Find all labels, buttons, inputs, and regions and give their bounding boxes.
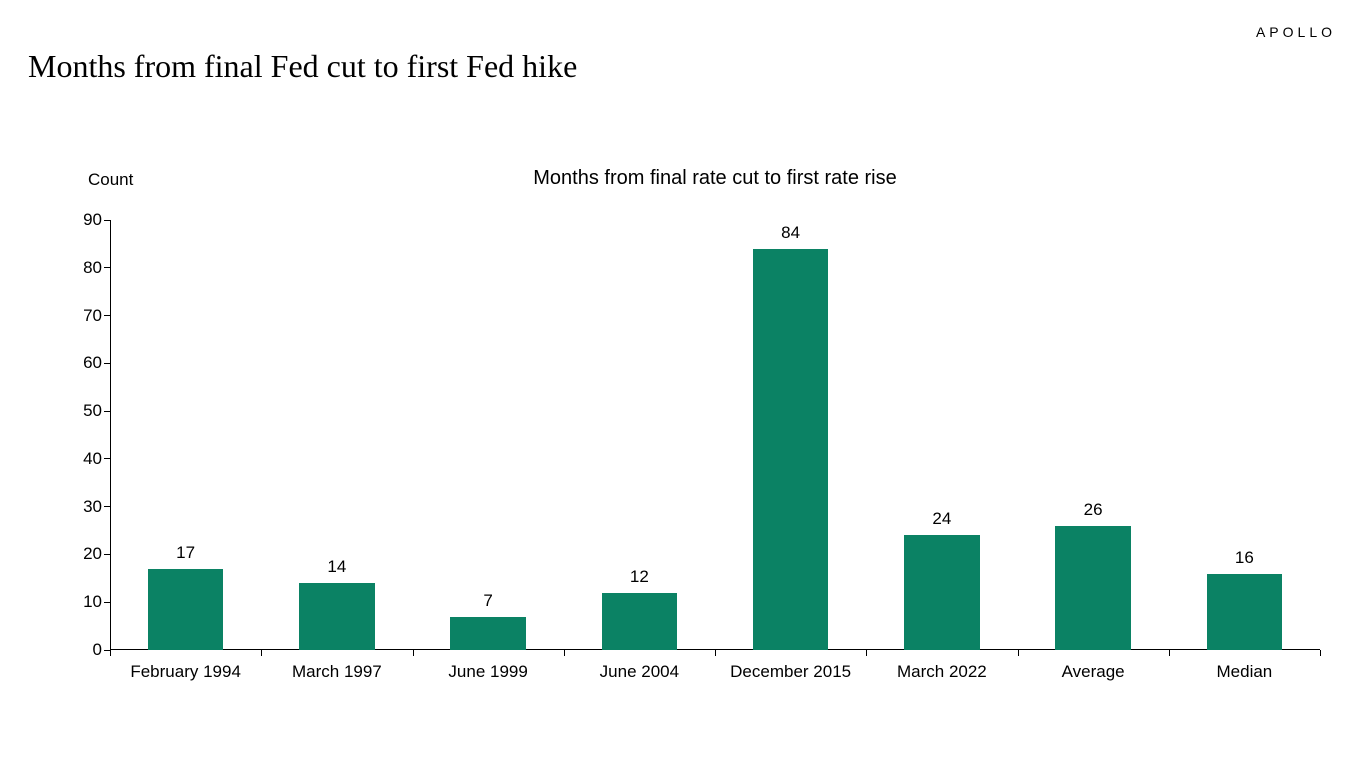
y-tick-label: 60 <box>83 353 102 373</box>
x-tick-mark <box>866 650 867 656</box>
bar-value-label: 17 <box>176 543 195 563</box>
bar: 84 <box>753 249 829 650</box>
y-tick-label: 90 <box>83 210 102 230</box>
y-tick-label: 50 <box>83 401 102 421</box>
y-tick-mark <box>104 411 110 412</box>
x-axis-label: Median <box>1216 662 1272 682</box>
x-tick-mark <box>564 650 565 656</box>
plot-area: 010203040506070809017February 199414Marc… <box>110 220 1320 650</box>
x-axis-label: December 2015 <box>730 662 851 682</box>
bar-chart: 010203040506070809017February 199414Marc… <box>110 220 1320 650</box>
bar: 12 <box>602 593 678 650</box>
x-tick-mark <box>413 650 414 656</box>
bar-value-label: 12 <box>630 567 649 587</box>
x-axis-label: February 1994 <box>130 662 241 682</box>
bar-value-label: 14 <box>327 557 346 577</box>
y-tick-label: 20 <box>83 544 102 564</box>
y-axis <box>110 220 111 650</box>
x-tick-mark <box>1320 650 1321 656</box>
bar-value-label: 26 <box>1084 500 1103 520</box>
bar: 7 <box>450 617 526 650</box>
y-tick-mark <box>104 506 110 507</box>
page-root: APOLLO Months from final Fed cut to firs… <box>0 0 1366 768</box>
x-tick-mark <box>261 650 262 656</box>
brand-logo: APOLLO <box>1256 24 1336 40</box>
x-axis-label: Average <box>1062 662 1125 682</box>
page-title: Months from final Fed cut to first Fed h… <box>28 48 577 85</box>
y-tick-mark <box>104 267 110 268</box>
bar: 17 <box>148 569 224 650</box>
x-axis-label: June 2004 <box>600 662 679 682</box>
y-axis-title: Count <box>88 170 133 190</box>
y-tick-mark <box>104 602 110 603</box>
bar: 26 <box>1055 526 1131 650</box>
bar-value-label: 7 <box>483 591 492 611</box>
y-tick-label: 10 <box>83 592 102 612</box>
y-tick-mark <box>104 458 110 459</box>
y-tick-mark <box>104 554 110 555</box>
x-axis-label: March 2022 <box>897 662 987 682</box>
bar: 24 <box>904 535 980 650</box>
x-axis-label: June 1999 <box>448 662 527 682</box>
bar-value-label: 84 <box>781 223 800 243</box>
x-tick-mark <box>1018 650 1019 656</box>
y-tick-label: 0 <box>93 640 102 660</box>
y-tick-label: 70 <box>83 306 102 326</box>
y-tick-label: 40 <box>83 449 102 469</box>
y-tick-mark <box>104 220 110 221</box>
y-tick-mark <box>104 363 110 364</box>
bar: 16 <box>1207 574 1283 650</box>
x-tick-mark <box>1169 650 1170 656</box>
x-tick-mark <box>110 650 111 656</box>
x-tick-mark <box>715 650 716 656</box>
bar: 14 <box>299 583 375 650</box>
x-axis-label: March 1997 <box>292 662 382 682</box>
y-tick-label: 80 <box>83 258 102 278</box>
y-tick-label: 30 <box>83 497 102 517</box>
bar-value-label: 24 <box>932 509 951 529</box>
y-tick-mark <box>104 315 110 316</box>
chart-title: Months from final rate cut to first rate… <box>533 167 896 190</box>
bar-value-label: 16 <box>1235 548 1254 568</box>
